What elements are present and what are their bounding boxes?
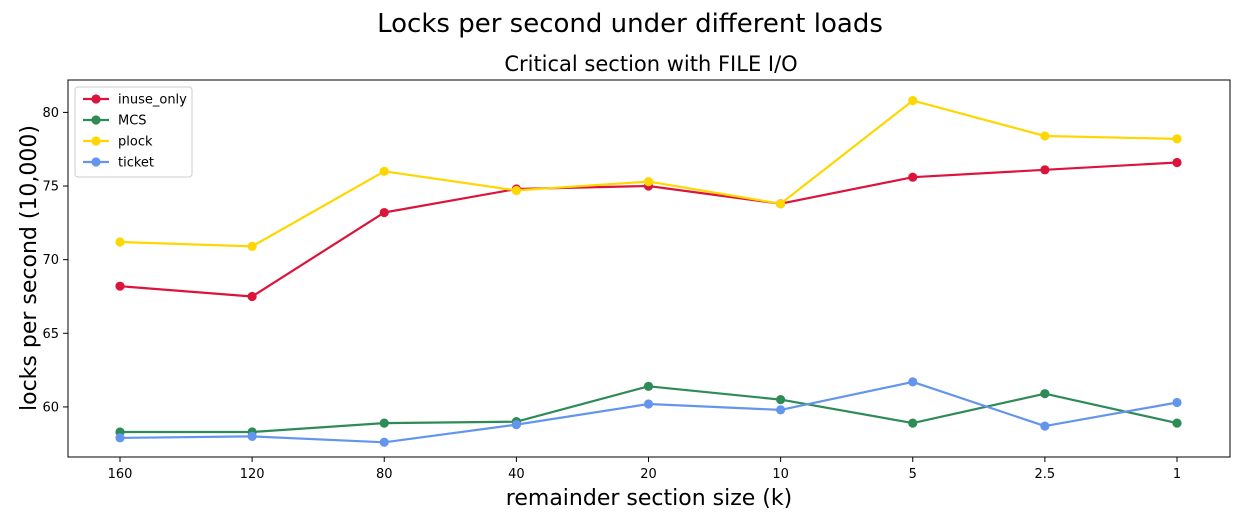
data-point [908, 418, 918, 428]
x-tick-label: 5 [909, 467, 917, 482]
data-point [1040, 389, 1050, 399]
data-point [115, 433, 125, 443]
data-point [379, 207, 389, 218]
series-mcs [115, 381, 1182, 437]
chart-suptitle: Locks per second under different loads [377, 9, 883, 39]
data-point [908, 377, 918, 387]
data-point [776, 394, 786, 405]
legend-box [74, 86, 193, 178]
plot-area [67, 79, 1231, 458]
data-point [1172, 397, 1182, 408]
data-point [511, 185, 521, 196]
legend-entry-label: ticket [118, 156, 154, 171]
x-axis: 160 120 80 40 20 10 5 2.5 1 [108, 457, 1181, 482]
data-point [908, 96, 918, 106]
y-axis: 60 65 70 75 80 [42, 106, 68, 415]
legend-swatch-marker [91, 94, 101, 104]
x-tick-label: 40 [508, 467, 525, 482]
legend: inuse_only MCS plock ticket [74, 86, 193, 178]
legend-entry-label: MCS [118, 114, 147, 129]
data-point [776, 405, 786, 415]
data-point [115, 281, 125, 291]
data-point [1040, 421, 1050, 431]
data-point [1172, 418, 1182, 428]
data-point [115, 237, 125, 247]
x-tick-label: 2.5 [1035, 467, 1056, 482]
data-point [1040, 165, 1050, 175]
y-tick-label: 75 [42, 180, 59, 195]
legend-swatch-marker [91, 157, 101, 167]
data-point [379, 418, 389, 428]
y-axis-label: locks per second (10,000) [17, 125, 42, 411]
x-axis-label: remainder section size (k) [506, 486, 792, 511]
data-point [1172, 134, 1182, 144]
data-point [908, 172, 918, 182]
series-ticket [115, 377, 1182, 447]
legend-swatch-marker [91, 115, 101, 125]
data-point [247, 291, 257, 302]
data-point [1040, 131, 1050, 141]
x-tick-label: 120 [240, 467, 265, 482]
y-tick-label: 70 [42, 253, 59, 268]
data-point [379, 437, 389, 447]
legend-entry-label: inuse_only [118, 93, 187, 108]
x-tick-label: 160 [108, 467, 133, 482]
data-point [247, 431, 257, 441]
x-tick-label: 10 [772, 467, 789, 482]
y-tick-label: 80 [42, 106, 59, 121]
data-point [643, 177, 654, 187]
data-point [643, 399, 654, 409]
data-point [776, 199, 786, 209]
data-point [1172, 157, 1182, 168]
data-point [643, 381, 654, 391]
data-point [247, 241, 257, 252]
series-plock [115, 96, 1182, 252]
chart-title: Critical section with FILE I/O [504, 52, 797, 76]
legend-swatch-marker [91, 136, 101, 146]
x-tick-label: 80 [376, 467, 393, 482]
data-point [379, 166, 389, 176]
legend-entry-label: plock [118, 135, 153, 150]
x-tick-label: 1 [1173, 467, 1181, 482]
y-tick-label: 65 [42, 327, 59, 342]
y-tick-label: 60 [42, 400, 59, 415]
x-tick-label: 20 [640, 467, 657, 482]
series-layer [115, 96, 1182, 447]
data-point [511, 420, 521, 430]
